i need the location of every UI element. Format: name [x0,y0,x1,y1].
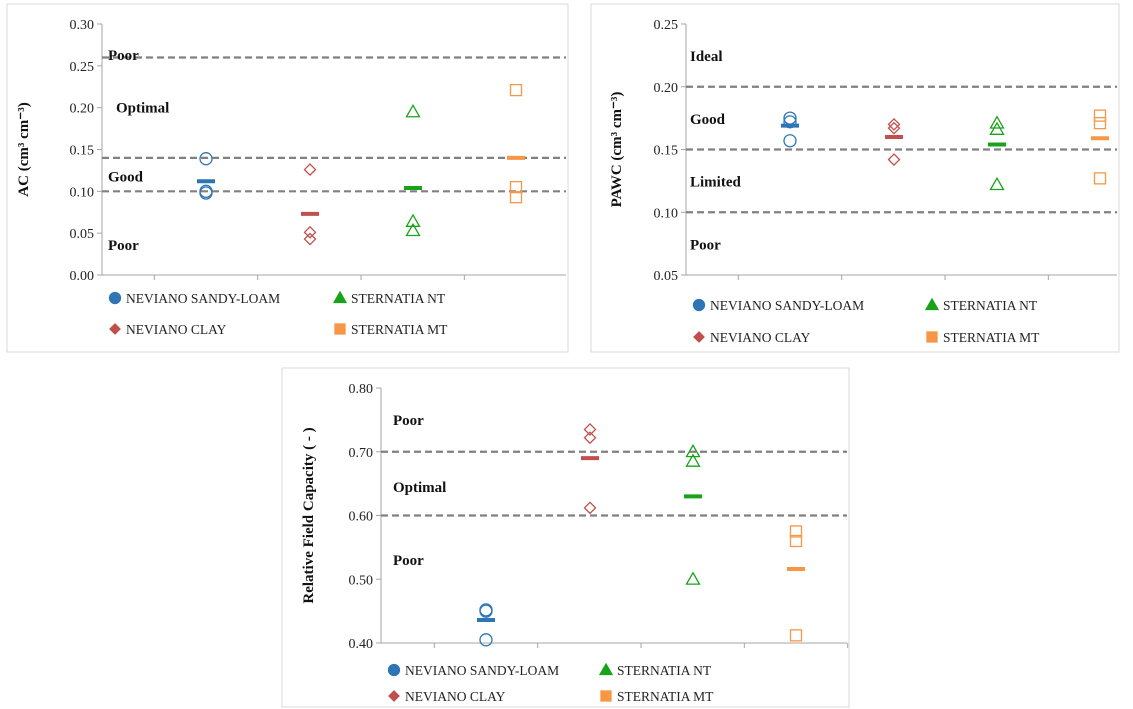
y-tick-label: 0.80 [349,382,374,397]
legend-marker [387,663,401,677]
legend-marker [600,690,612,702]
legend-marker [924,297,940,311]
y-tick-label: 0.00 [70,269,95,284]
y-tick-label: 0.15 [70,144,95,159]
zone-label: Poor [108,238,139,254]
zone-label: Ideal [690,49,723,65]
data-point [583,501,597,515]
y-tick-label: 0.25 [654,18,679,33]
legend-label: STERNATIA NT [617,663,712,678]
y-tick-label: 0.50 [349,573,374,588]
legend-label: NEVIANO CLAY [710,330,811,345]
data-point [1093,172,1107,185]
zone-label: Poor [108,48,139,64]
chart-pawc: 0.05 0.10 0.15 0.20 0.25 Ideal Good Limited Poor… [590,3,1120,353]
legend-label: NEVIANO SANDY-LOAM [710,298,864,313]
data-point [1093,109,1107,122]
y-axis-label: PAWC (cm³ cm⁻³) [609,92,625,208]
data-point [887,153,901,166]
y-axis-label: Relative Field Capacity ( - ) [301,427,317,603]
data-point [989,176,1005,191]
legend-label: STERNATIA MT [351,322,448,337]
chart-ac: 0.00 0.05 0.10 0.15 0.20 0.25 0.30 Poor Optimal G… [6,3,569,353]
data-point [509,180,523,194]
data-point [783,115,797,129]
data-point [405,222,421,237]
zone-label: Poor [393,553,424,569]
data-point [685,453,701,467]
legend-marker [598,662,614,676]
data-point [887,121,901,135]
legend-marker [926,331,938,343]
legend-label: NEVIANO CLAY [405,689,506,704]
data-point [789,525,803,538]
zone-label: Optimal [116,101,169,117]
legend-marker [108,291,122,305]
data-point [509,83,523,97]
data-point [479,604,493,618]
legend-marker [109,323,121,335]
zone-label: Good [108,169,144,185]
data-point [887,117,901,131]
data-point [199,152,213,166]
data-point [989,115,1005,129]
data-point [405,213,421,227]
data-point [583,423,597,436]
data-point [405,104,421,118]
data-point [783,134,797,148]
zone-label: Limited [690,175,741,191]
data-point [989,121,1005,135]
y-tick-label: 0.20 [654,81,679,96]
data-point [199,186,213,200]
legend-label: STERNATIA MT [943,330,1040,345]
legend-marker [692,298,706,312]
chart-frame [590,3,1120,353]
zone-label: Poor [690,237,721,253]
zone-label: Good [690,112,726,128]
legend-label: STERNATIA MT [617,689,714,704]
data-point [509,191,523,204]
legend-label: STERNATIA NT [943,298,1038,313]
data-point [685,443,701,458]
legend-marker [332,290,348,304]
data-point [303,163,317,176]
legend-label: NEVIANO CLAY [126,322,227,337]
y-tick-label: 0.60 [349,510,374,525]
y-tick-label: 0.10 [70,185,95,200]
chart-frame [281,367,850,708]
data-point [303,225,317,239]
data-point [685,571,701,585]
y-tick-label: 0.20 [70,102,95,117]
y-tick-label: 0.10 [654,206,679,221]
legend-marker [388,690,400,702]
zone-label: Optimal [393,480,446,496]
legend-label: STERNATIA NT [351,291,446,306]
data-point [789,534,803,548]
data-point [1093,116,1107,130]
y-tick-label: 0.40 [349,637,374,652]
chart-frame [6,3,569,353]
data-point [303,232,317,246]
legend-label: NEVIANO SANDY-LOAM [126,291,280,306]
legend-marker [334,323,346,335]
legend-marker [693,331,705,343]
y-axis-label: AC (cm³ cm⁻³) [16,102,32,196]
chart-rfc: 0.40 0.50 0.60 0.70 0.80 Poor Optimal Poor Relat… [281,367,850,708]
y-tick-label: 0.15 [654,144,679,159]
zone-label: Poor [393,413,424,429]
data-point [789,629,803,642]
legend-label: NEVIANO SANDY-LOAM [405,663,559,678]
data-point [479,633,493,647]
y-tick-label: 0.25 [70,60,95,75]
y-tick-label: 0.30 [70,18,95,33]
y-tick-label: 0.05 [70,227,95,242]
data-point [583,431,597,445]
y-tick-label: 0.70 [349,446,374,461]
y-tick-label: 0.05 [654,269,679,284]
